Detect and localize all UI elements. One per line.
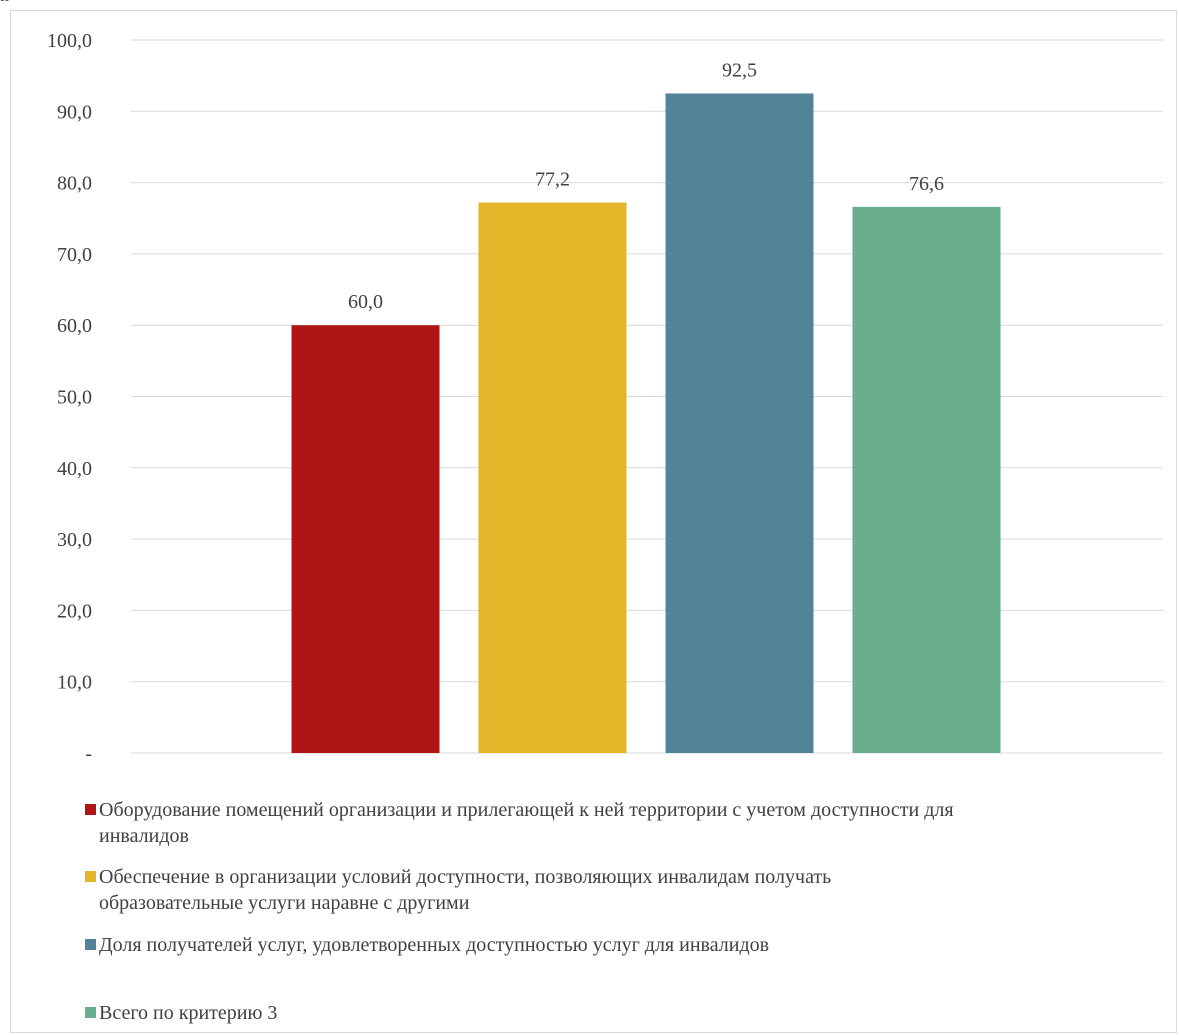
data-label: 76,6 [909,173,944,195]
y-tick-label: 60,0 [57,315,92,337]
data-label: 60,0 [348,291,383,313]
legend-item-equipment: Оборудование помещений организации и при… [85,797,954,849]
legend-label-satisfied-share: Доля получателей услуг, удовлетворенных … [99,934,770,956]
legend-item-accessibility-conditions: Обеспечение в организации условий доступ… [85,864,831,916]
legend-label-criterion-total: Всего по критерию 3 [99,1002,278,1024]
y-tick-label: 80,0 [57,173,92,195]
gridlines [131,39,1163,754]
legend-label-equipment: Оборудование помещений организации и при… [99,799,954,847]
legend-item-criterion-total: Всего по критерию 3 [85,1000,277,1026]
corner-text: ÌÎ [0,0,9,6]
y-tick-label: 20,0 [57,600,92,622]
legend-swatch-criterion-total [85,1007,96,1018]
y-tick-label: 100,0 [47,30,92,52]
bar [852,206,1001,754]
bars [291,93,1001,754]
bar-chart: - 10,0 20,0 30,0 40,0 50,0 60,0 70,0 80,0 90,0 100… [47,30,1163,765]
legend-label-accessibility-conditions: Обеспечение в организации условий доступ… [99,866,832,914]
bar [665,93,814,754]
bar [291,325,440,753]
legend-swatch-accessibility-conditions [85,871,96,882]
legend-item-satisfied-share: Доля получателей услуг, удовлетворенных … [85,932,769,958]
data-labels: 60,0 77,2 92,5 76,6 [348,59,944,313]
legend-swatch-satisfied-share [85,939,96,950]
y-tick-label: 10,0 [57,672,92,694]
y-tick-label: 40,0 [57,458,92,480]
y-tick-label: 70,0 [57,244,92,266]
y-tick-label: - [85,743,92,765]
bar [478,202,627,754]
legend-swatch-equipment [85,804,96,815]
y-tick-label: 90,0 [57,101,92,123]
y-tick-label: 50,0 [57,387,92,409]
y-axis-tick-labels: - 10,0 20,0 30,0 40,0 50,0 60,0 70,0 80,0 90,0 100… [47,30,92,765]
data-label: 77,2 [535,169,570,191]
y-tick-label: 30,0 [57,529,92,551]
data-label: 92,5 [722,59,757,81]
